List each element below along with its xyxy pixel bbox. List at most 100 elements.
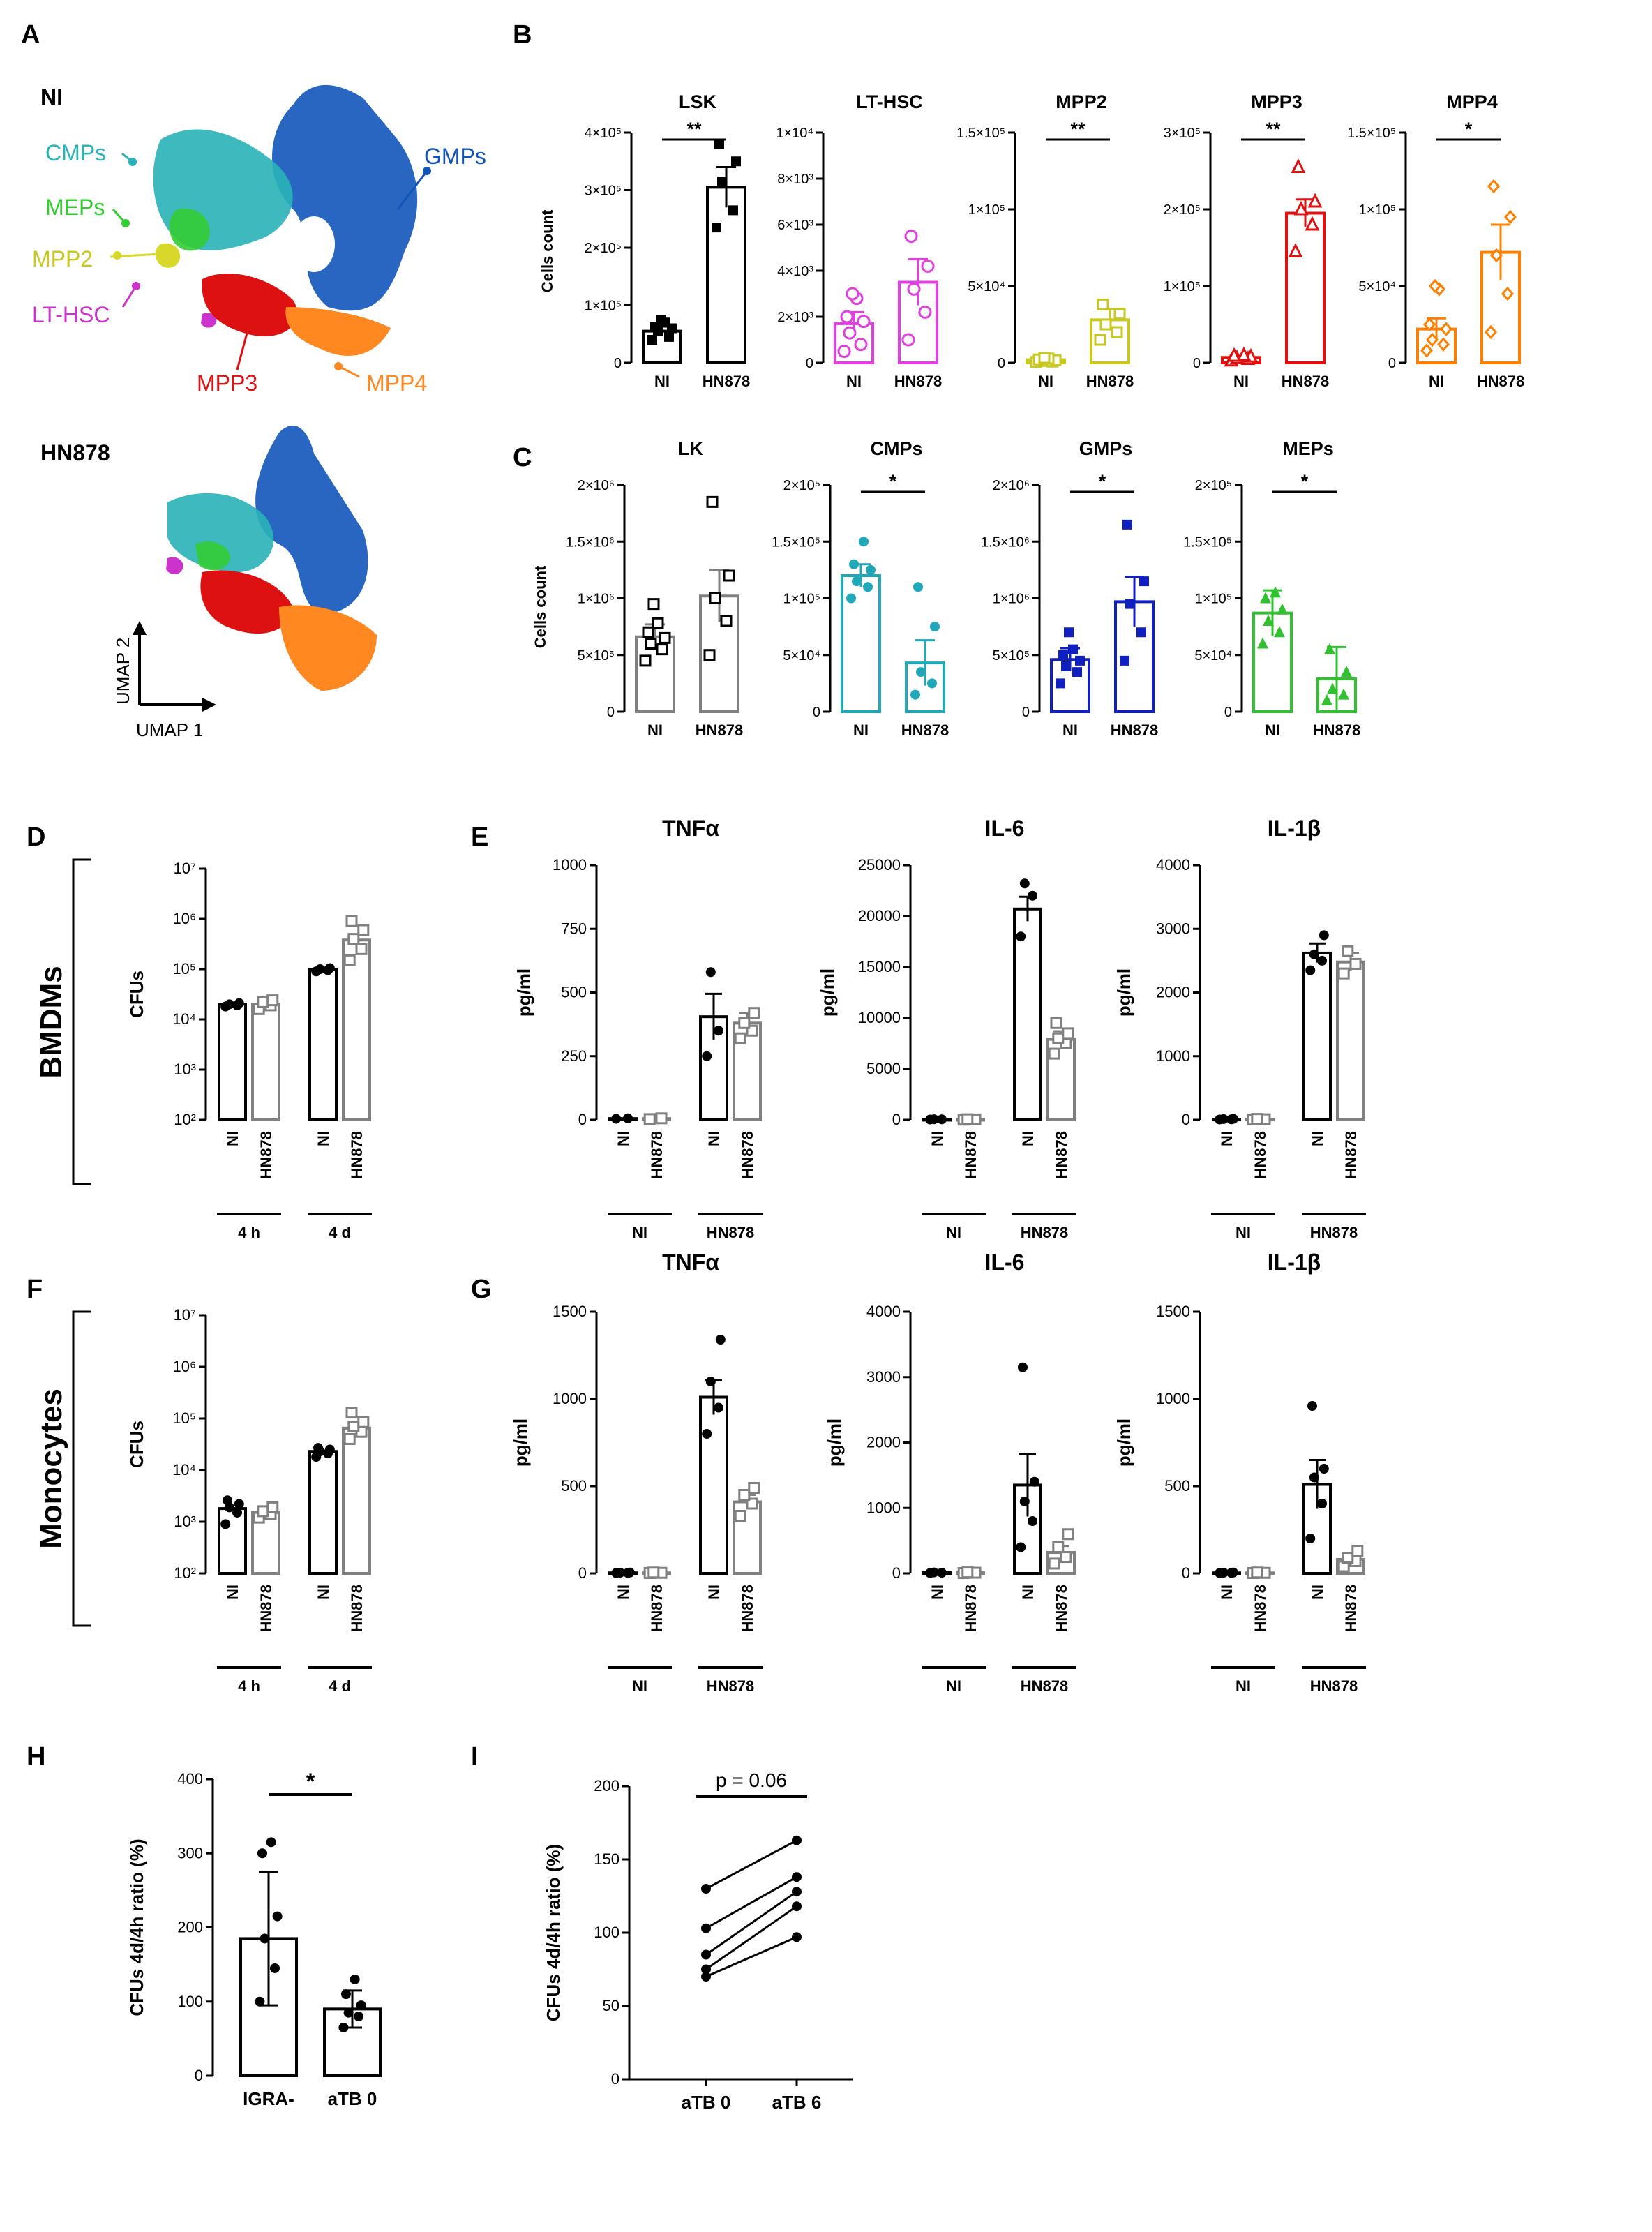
significance-label: ** (1070, 119, 1086, 140)
data-point (1060, 1551, 1072, 1564)
data-point (343, 954, 356, 966)
data-point (904, 230, 918, 243)
y-tick-label: 1500 (553, 1303, 587, 1320)
y-tick-label: 1000 (553, 1390, 587, 1407)
data-point (1125, 599, 1135, 609)
data-point (1288, 243, 1303, 257)
umap-ni-hole (293, 216, 335, 272)
data-point (623, 1113, 633, 1123)
chart-b-lthsc: LT-HSC 0 2×10³ 4×10³ 6×10³ 8×10³ 1×10⁴ NI HN878 (776, 91, 942, 390)
y-axis-label: pg/ml (1113, 1418, 1134, 1467)
chart-e-tnfa: TNFα 0 250 500 750 1000 NI HN878 NI HN878 NI HN878 p… (513, 816, 763, 1241)
data-point (1120, 655, 1129, 666)
data-point (1260, 592, 1271, 604)
group-label: NI (632, 1677, 647, 1695)
y-tick-label: 0 (813, 705, 820, 720)
data-point (1437, 337, 1450, 352)
data-point (1257, 637, 1268, 649)
data-point (1075, 655, 1085, 666)
y-tick-label: 5×10⁴ (968, 279, 1005, 294)
data-point (324, 1444, 335, 1455)
y-tick-label: 5000 (866, 1060, 901, 1077)
data-point (343, 1432, 356, 1445)
data-point (717, 177, 727, 187)
data-point (656, 315, 666, 325)
data-point (705, 967, 716, 978)
y-tick-label: 4000 (1156, 856, 1190, 874)
y-tick-label: 2000 (866, 1434, 901, 1451)
x-tick-label: IGRA- (243, 2088, 294, 2109)
y-tick-label: 0 (806, 356, 813, 371)
y-tick-label: 2000 (1156, 984, 1190, 1001)
y-tick-label: 500 (1164, 1477, 1190, 1495)
umap-hn-cmp-region (167, 493, 274, 572)
chart-i: 0 50 100 150 200 aTB 0 aTB 6 p = 0.06 CFUs 4d/4h… (543, 1769, 853, 2113)
data-point (738, 1017, 751, 1029)
umap-axis-y-label: UMAP 2 (112, 638, 133, 705)
y-tick-label: 10⁵ (172, 1409, 196, 1427)
data-point (849, 559, 859, 569)
data-point (714, 1402, 723, 1413)
bar-1 (251, 1003, 280, 1121)
x-tick-label: NI (654, 373, 670, 390)
x-tick-label: NI (853, 721, 869, 739)
data-point (1324, 643, 1335, 654)
data-point (656, 643, 668, 656)
data-point (639, 654, 652, 667)
x-tick-label: NI (315, 1585, 332, 1600)
x-tick-label: aTB 0 (682, 2092, 731, 2113)
data-point (1094, 334, 1106, 346)
y-tick-label: 1.5×10⁶ (566, 534, 615, 550)
y-tick-label: 3×10⁵ (1164, 126, 1201, 141)
y-axis-label: pg/ml (1113, 968, 1134, 1017)
group-label: HN878 (707, 1224, 754, 1241)
data-point (734, 1510, 746, 1522)
umap-label-mpp3: MPP3 (197, 370, 257, 396)
data-point (929, 1114, 939, 1125)
chart-title: CMPs (870, 438, 922, 459)
data-point (1274, 626, 1285, 638)
panel-letter-f: F (27, 1275, 43, 1304)
data-point (734, 1032, 746, 1044)
data-point (1136, 627, 1146, 638)
x-tick-label: NI (615, 1131, 632, 1146)
y-axis-label: pg/ml (510, 1418, 531, 1467)
data-point (232, 1507, 242, 1518)
panel-letter-d: D (27, 823, 45, 852)
y-tick-label: 0 (578, 1564, 587, 1582)
x-tick-label: NI (1265, 721, 1280, 739)
umap-hn-lthsc-region (166, 557, 183, 575)
umap-ni-gmp-region (272, 84, 418, 311)
x-tick-label: aTB 6 (772, 2092, 822, 2113)
data-point (1504, 209, 1517, 225)
chart-title: LSK (679, 91, 717, 112)
y-tick-label: 10⁴ (172, 1010, 196, 1028)
data-point (1016, 931, 1026, 942)
y-tick-label: 5×10⁴ (1194, 648, 1232, 664)
y-axis-label: CFUs 4d/4h ratio (%) (126, 1838, 147, 2016)
x-tick-label: HN878 (1252, 1585, 1269, 1632)
y-tick-label: 10⁴ (172, 1461, 196, 1478)
umap-label-mpp2: MPP2 (32, 246, 93, 271)
umap-hn878-label: HN878 (40, 440, 110, 465)
data-point (1061, 661, 1071, 671)
x-tick-label: NI (1218, 1131, 1236, 1146)
data-point (652, 617, 664, 629)
data-point (792, 1835, 802, 1845)
x-tick-label: NI (1218, 1585, 1236, 1600)
data-point (1305, 1534, 1316, 1543)
x-tick-label: HN878 (257, 1131, 275, 1178)
data-point (615, 1568, 625, 1578)
data-point (347, 1420, 360, 1432)
data-point (255, 1996, 265, 2007)
chart-b-lsk: LSK 0 1×10⁵ 2×10⁵ 3×10⁵ 4×10⁵ NI HN878 ** (585, 91, 751, 390)
umap-label-meps: MEPs (45, 195, 105, 220)
data-point (257, 1505, 269, 1518)
panel-letter-g: G (471, 1275, 492, 1304)
y-tick-label: 2×10⁶ (578, 478, 615, 493)
data-point (1327, 682, 1338, 694)
data-point (1228, 1567, 1238, 1578)
chart-e-il1b: IL-1β 0 1000 2000 3000 4000 NI HN878 NI HN878 NI HN… (1113, 816, 1366, 1241)
chart-title: MPP2 (1056, 91, 1107, 112)
